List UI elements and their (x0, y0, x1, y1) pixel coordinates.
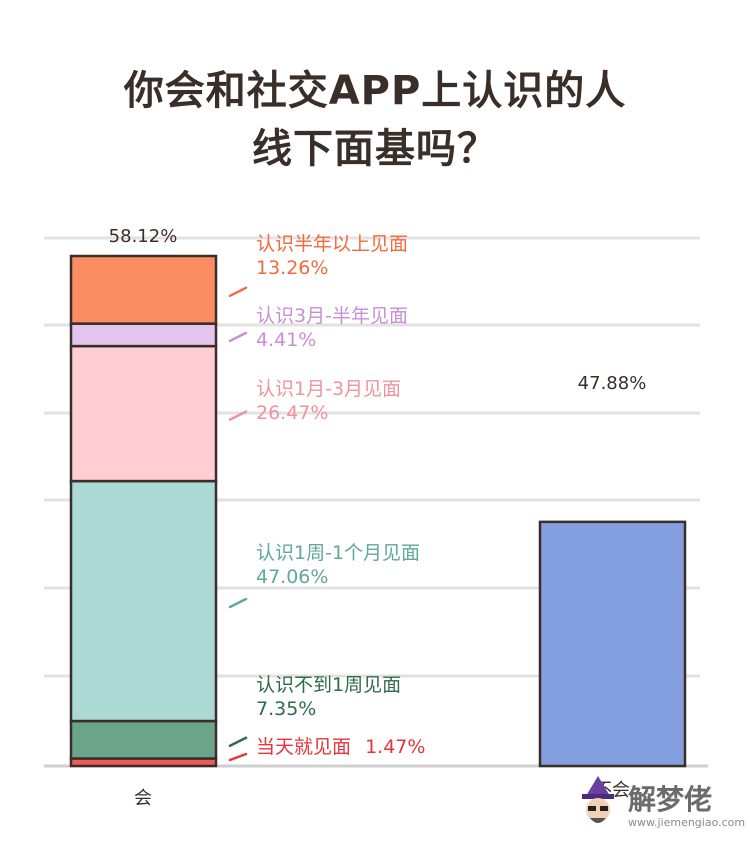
segment-label-name: 认识1周-1个月见面 (256, 542, 421, 564)
total-label-no: 47.88% (577, 373, 647, 394)
bar-no (538, 520, 687, 768)
chart-title-line-2: 线下面基吗？ (252, 126, 498, 172)
segment-leader-line (228, 410, 248, 421)
stacked-bar-segment (69, 344, 218, 483)
watermark: 解梦佬 www.jiemengiao.com (570, 772, 745, 838)
segment-leader-line (228, 331, 248, 343)
segment-label-value: 13.26% (256, 257, 329, 279)
segment-label-value: 4.41% (256, 329, 317, 351)
segment-label-name: 认识1月-3月见面 (256, 378, 402, 400)
segment-leader-line (228, 752, 248, 762)
stacked-bar-segment (69, 719, 218, 760)
segment-leader-line (228, 736, 248, 748)
segment-label-1w-1m: 认识1周-1个月见面 47.06% (256, 541, 420, 589)
watermark-text: 解梦佬 (628, 783, 713, 816)
chart-title: 你会和社交APP上认识的人 线下面基吗？ (0, 62, 750, 178)
segment-label-under-1w: 认识不到1周见面 7.35% (256, 673, 401, 721)
segment-leader-line (228, 286, 248, 298)
segment-label-same-day: 当天就见面 1.47% (256, 735, 425, 759)
wizard-logo-icon (582, 776, 614, 823)
total-label-yes: 58.12% (108, 226, 178, 247)
segment-label-over-half-year: 认识半年以上见面 13.26% (256, 232, 408, 280)
segment-label-3m-half-year: 认识3月-半年见面 4.41% (256, 304, 408, 352)
segment-label-value: 47.06% (256, 566, 329, 588)
segment-label-value: 1.47% (365, 736, 426, 758)
segment-leader-line (228, 597, 248, 609)
segment-label-1m-3m: 认识1月-3月见面 26.47% (256, 377, 401, 425)
segment-label-name: 认识半年以上见面 (256, 233, 409, 255)
stacked-bar-segment (69, 479, 218, 723)
segment-label-name: 认识不到1周见面 (256, 674, 402, 696)
stacked-bar-segment (69, 254, 218, 325)
segment-label-value: 7.35% (256, 698, 317, 720)
segment-label-value: 26.47% (256, 402, 329, 424)
segment-label-name: 认识3月-半年见面 (256, 305, 408, 327)
chart-title-line-1: 你会和社交APP上认识的人 (123, 68, 627, 114)
category-label-yes: 会 (134, 788, 152, 809)
watermark-url: www.jiemengiao.com (628, 816, 746, 829)
segment-label-name: 当天就见面 (256, 736, 352, 758)
stacked-bar-segment (69, 322, 218, 348)
